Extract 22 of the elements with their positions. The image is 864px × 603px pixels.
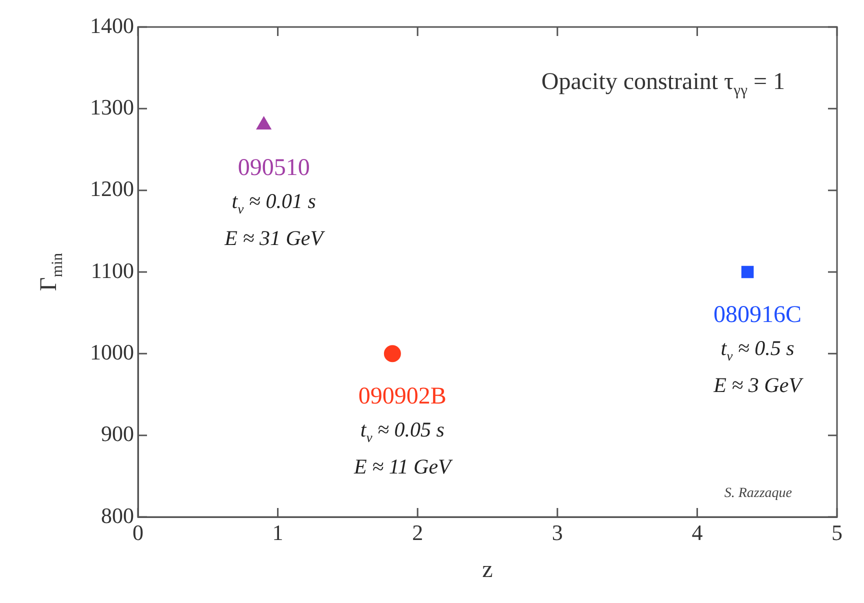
x-tick-label: 0 — [132, 520, 144, 545]
y-tick-label: 1300 — [90, 94, 134, 120]
y-tick-label: 1000 — [90, 339, 134, 364]
y-tick-label: 800 — [101, 502, 134, 528]
annotation: E ≈ 31 GeV — [224, 226, 326, 250]
series-label: 080916C — [714, 302, 802, 328]
annotation: S. Razzaque — [724, 486, 792, 501]
y-tick-label: 1200 — [90, 176, 134, 202]
x-tick-label: 4 — [692, 520, 703, 545]
x-tick-label: 1 — [272, 520, 284, 545]
x-axis-title: z — [482, 557, 493, 583]
annotation: E ≈ 11 GeV — [353, 454, 454, 479]
x-tick-label: 3 — [552, 520, 563, 545]
x-tick-label: 2 — [412, 520, 424, 545]
y-tick-label: 900 — [101, 421, 134, 446]
y-tick-label: 1400 — [90, 12, 134, 38]
y-axis-title: Γmin — [36, 252, 66, 292]
annotation: E ≈ 3 GeV — [712, 373, 804, 397]
series-label: 090902B — [358, 384, 446, 410]
x-tick-label: 5 — [832, 520, 842, 545]
y-tick-label: 1100 — [90, 258, 134, 283]
series-label: 090510 — [238, 155, 310, 181]
